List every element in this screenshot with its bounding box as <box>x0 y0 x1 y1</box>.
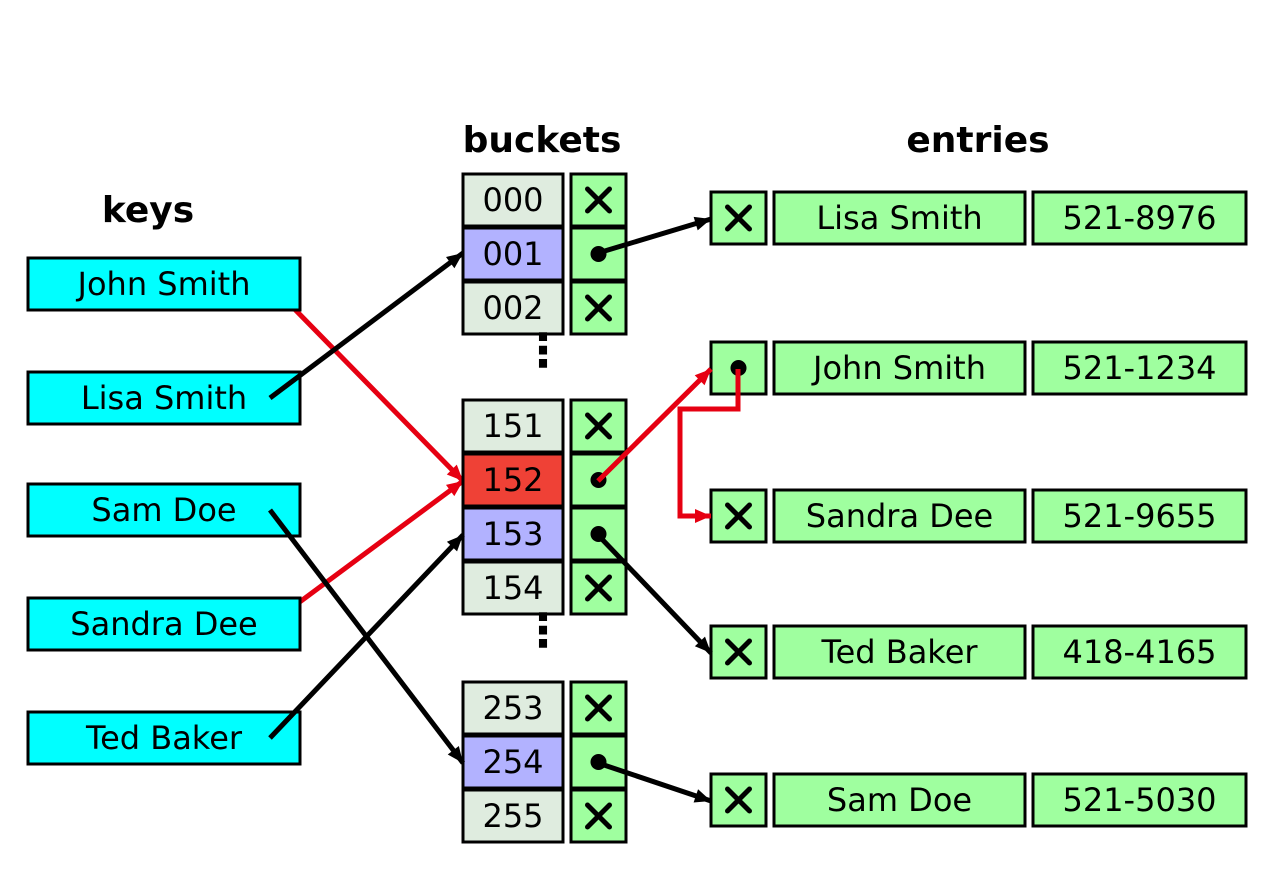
entry-row: John Smith 521-1234 <box>711 342 1246 394</box>
entry-value-label: 521-9655 <box>1062 497 1216 535</box>
key-label: Lisa Smith <box>81 379 247 417</box>
bucket-index-label: 253 <box>482 689 543 727</box>
vdots-icon: ⋮ <box>520 603 566 657</box>
bucket-index-label: 002 <box>482 289 543 327</box>
key-label: John Smith <box>76 265 251 303</box>
entry-name-label: John Smith <box>811 349 986 387</box>
entry-value-label: 521-8976 <box>1062 199 1216 237</box>
entry-name-label: Sam Doe <box>827 781 972 819</box>
header-entries: entries <box>906 120 1049 161</box>
key-label: Ted Baker <box>85 719 243 757</box>
bucket-index-label: 000 <box>482 181 543 219</box>
bucket-index-label: 153 <box>482 515 543 553</box>
arrows-back <box>270 284 463 624</box>
entry-name-label: Sandra Dee <box>806 497 993 535</box>
bucket-row: 151 <box>463 400 626 452</box>
key-box: Sandra Dee <box>28 598 300 650</box>
vdots-icon: ⋮ <box>520 323 566 377</box>
bucket-index-label: 151 <box>482 407 543 445</box>
entry-value-label: 521-1234 <box>1062 349 1216 387</box>
bucket-row: 000 <box>463 174 626 226</box>
key-label: Sandra Dee <box>70 605 257 643</box>
bucket-row: 153 <box>463 508 626 560</box>
key-box: John Smith <box>28 258 300 310</box>
header-buckets: buckets <box>463 120 622 161</box>
buckets-column: 000001002⋮151152153154⋮253254255 <box>463 174 626 842</box>
entries-column: Lisa Smith 521-8976 John Smith 521-1234 Sand… <box>711 192 1246 826</box>
bucket-index-label: 152 <box>482 461 543 499</box>
bucket-index-label: 154 <box>482 569 543 607</box>
bucket-index-label: 255 <box>482 797 543 835</box>
entry-value-label: 521-5030 <box>1062 781 1216 819</box>
key-box: Sam Doe <box>28 484 300 536</box>
entry-row: Sam Doe 521-5030 <box>711 774 1246 826</box>
key-box: Lisa Smith <box>28 372 300 424</box>
entry-value-label: 418-4165 <box>1062 633 1216 671</box>
bucket-row: 253 <box>463 682 626 734</box>
bucket-row: 255 <box>463 790 626 842</box>
entry-row: Ted Baker 418-4165 <box>711 626 1246 678</box>
keys-column: John Smith Lisa Smith Sam Doe Sandra Dee Ted… <box>28 258 300 764</box>
entry-row: Lisa Smith 521-8976 <box>711 192 1246 244</box>
hash-table-diagram: John Smith Lisa Smith Sam Doe Sandra Dee Ted… <box>0 0 1280 882</box>
entry-name-label: Ted Baker <box>820 633 978 671</box>
key-label: Sam Doe <box>91 491 236 529</box>
key-box: Ted Baker <box>28 712 300 764</box>
entry-row: Sandra Dee 521-9655 <box>711 490 1246 542</box>
bucket-index-label: 001 <box>482 235 543 273</box>
entry-name-label: Lisa Smith <box>816 199 982 237</box>
header-keys: keys <box>102 190 194 231</box>
bucket-index-label: 254 <box>482 743 543 781</box>
